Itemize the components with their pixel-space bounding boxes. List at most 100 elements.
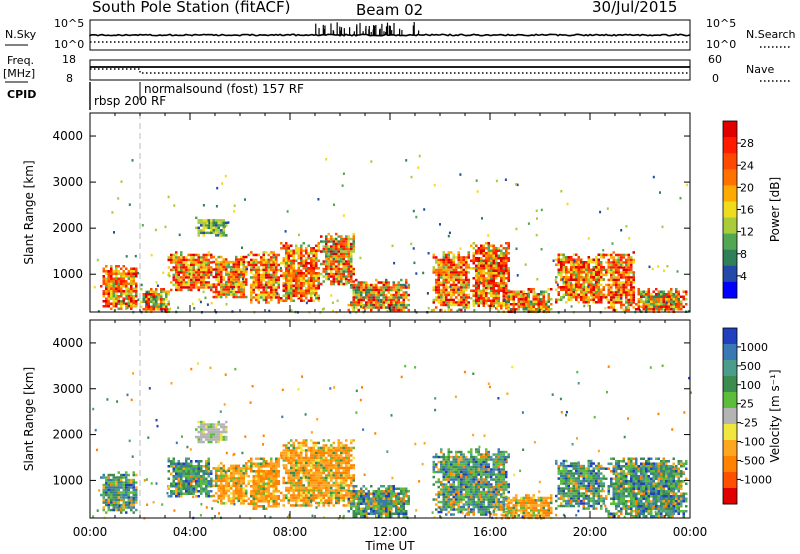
echo-cell: [582, 281, 585, 284]
echo-cell: [178, 279, 181, 283]
echo-cell: [357, 288, 360, 292]
echo-cell: [298, 233, 300, 237]
echo-cell: [570, 271, 573, 274]
echo-cell: [327, 277, 330, 281]
echo-cell: [507, 279, 510, 282]
echo-cell: [567, 278, 570, 281]
echo-cell: [222, 290, 225, 294]
echo-cell: [432, 268, 435, 272]
echo-cell: [595, 288, 598, 291]
echo-cell: [675, 293, 678, 296]
echo-cell: [205, 263, 208, 267]
echo-cell: [287, 294, 290, 297]
echo-cell: [493, 304, 495, 308]
echo-cell: [292, 481, 295, 485]
echo-cell: [270, 266, 273, 269]
echo-cell: [287, 254, 290, 257]
echo-cell: [505, 269, 508, 272]
echo-cell: [570, 291, 573, 294]
echo-cell: [365, 293, 368, 297]
echo-cell: [402, 303, 405, 307]
echo-cell: [477, 292, 480, 295]
echo-cell: [232, 479, 235, 483]
echo-cell: [135, 496, 138, 499]
echo-cell: [565, 278, 568, 281]
echo-cell: [536, 217, 538, 220]
echo-cell: [585, 276, 588, 279]
echo-cell: [265, 283, 268, 287]
echo-cell: [270, 298, 273, 302]
echo-cell: [337, 235, 340, 238]
echo-cell: [162, 288, 165, 291]
echo-cell: [190, 258, 193, 262]
echo-cell: [260, 296, 263, 299]
echo-cell: [200, 283, 203, 287]
echo-cell: [205, 253, 208, 257]
echo-cell: [577, 256, 580, 259]
echo-cell: [272, 258, 275, 262]
echo-cell: [612, 276, 615, 279]
echo-cell: [632, 306, 635, 309]
echo-cell: [307, 299, 310, 302]
echo-cell: [580, 278, 583, 281]
echo-cell: [355, 303, 358, 307]
echo-cell: [110, 280, 113, 283]
echo-cell: [647, 303, 650, 306]
echo-cell: [185, 258, 188, 262]
echo-cell: [305, 496, 308, 500]
echo-cell: [317, 504, 320, 507]
echo-cell: [325, 449, 328, 452]
colorbar-tick-label: 12: [740, 226, 754, 239]
echo-cell: [262, 256, 265, 259]
echo-cell: [477, 294, 480, 297]
echo-cell: [582, 296, 585, 299]
echo-cell: [307, 474, 310, 477]
echo-cell: [230, 474, 233, 478]
echo-cell: [282, 294, 285, 297]
echo-cell: [337, 265, 340, 268]
echo-cell: [132, 493, 135, 497]
echo-cell: [175, 482, 178, 485]
echo-cell: [297, 249, 300, 252]
echo-cell: [345, 245, 348, 248]
echo-cell: [152, 290, 155, 293]
echo-cell: [127, 506, 130, 509]
echo-cell: [112, 498, 115, 502]
echo-cell: [602, 256, 605, 259]
echo-cell: [516, 274, 519, 277]
echo-cell: [187, 278, 190, 282]
echo-cell: [310, 297, 313, 300]
echo-cell: [455, 296, 458, 299]
echo-cell: [285, 272, 288, 275]
echo-cell: [297, 252, 300, 255]
echo-cell: [667, 298, 670, 301]
echo-cell: [617, 256, 620, 259]
echo-cell: [200, 420, 203, 424]
echo-cell: [262, 276, 265, 279]
echo-cell: [360, 281, 363, 284]
echo-cell: [502, 302, 505, 305]
echo-cell: [177, 480, 180, 483]
echo-cell: [350, 270, 353, 273]
echo-cell: [412, 209, 415, 213]
echo-cell: [200, 428, 203, 431]
echo-cell: [335, 267, 338, 271]
echo-cell: [597, 288, 600, 291]
echo-cell: [272, 475, 275, 478]
echo-cell: [362, 291, 365, 294]
echo-cell: [317, 198, 320, 201]
echo-cell: [577, 261, 580, 264]
echo-cell: [235, 492, 238, 495]
echo-cell: [459, 173, 462, 176]
echo-cell: [557, 273, 560, 276]
echo-cell: [377, 308, 380, 312]
echo-cell: [110, 285, 113, 288]
echo-cell: [202, 482, 205, 485]
echo-cell: [340, 444, 343, 447]
echo-cell: [242, 293, 245, 296]
echo-cell: [210, 430, 213, 434]
echo-cell: [280, 262, 283, 265]
echo-cell: [224, 174, 227, 178]
echo-cell: [242, 270, 245, 274]
